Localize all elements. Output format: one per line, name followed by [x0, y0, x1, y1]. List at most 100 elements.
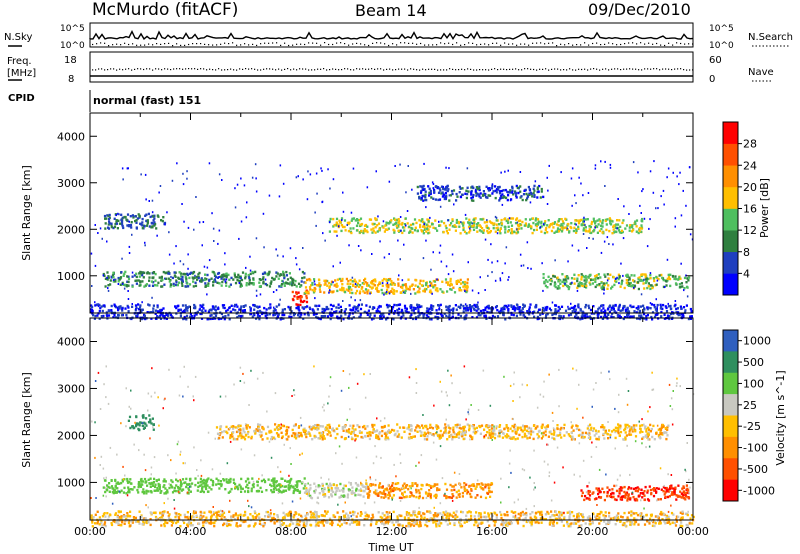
data-cell [397, 282, 400, 285]
data-cell [274, 313, 277, 316]
data-cell [516, 186, 519, 189]
nave-point [566, 69, 568, 71]
nave-point [176, 68, 178, 70]
data-cell [524, 315, 527, 319]
data-cell [281, 308, 284, 311]
data-cell [383, 514, 386, 517]
data-cell [397, 313, 400, 317]
data-cell [586, 315, 589, 319]
data-cell [338, 520, 341, 523]
data-cell [240, 305, 243, 308]
data-cell [126, 280, 129, 283]
data-cell [628, 213, 630, 215]
data-cell [141, 523, 144, 526]
data-cell [449, 280, 452, 283]
data-cell [560, 305, 564, 308]
noise-search-point [692, 43, 694, 45]
noise-search-point [532, 42, 534, 44]
data-cell [537, 308, 541, 311]
data-cell [251, 515, 254, 518]
data-cell [404, 283, 407, 286]
data-cell [234, 309, 237, 312]
data-cell [225, 524, 229, 527]
data-cell [263, 522, 266, 525]
data-cell [206, 293, 208, 296]
data-cell [90, 252, 93, 255]
data-cell [459, 314, 462, 318]
data-cell [634, 220, 637, 223]
data-cell [594, 515, 597, 518]
data-cell [660, 510, 663, 514]
data-cell [363, 279, 366, 282]
data-cell [297, 291, 300, 294]
data-cell [444, 187, 447, 190]
data-cell [120, 222, 123, 225]
data-cell [214, 275, 218, 279]
data-cell [554, 304, 558, 307]
data-cell [510, 224, 514, 227]
nave-point [590, 68, 592, 70]
data-cell [516, 517, 519, 520]
data-cell [175, 245, 177, 248]
data-cell [328, 290, 331, 293]
data-cell [178, 491, 181, 495]
data-cell [549, 515, 552, 519]
data-cell [633, 310, 636, 313]
data-cell [266, 313, 269, 317]
data-cell [195, 514, 198, 517]
data-cell [584, 522, 587, 525]
noise-search-point [316, 42, 318, 44]
data-cell [244, 510, 247, 514]
data-cell [279, 523, 282, 526]
data-cell [289, 276, 292, 279]
data-cell [126, 515, 129, 518]
data-cell [515, 232, 518, 235]
data-cell [619, 520, 622, 523]
data-cell [607, 313, 610, 316]
nave-point [437, 69, 439, 71]
data-cell [644, 281, 647, 285]
noise-search-point [520, 43, 522, 45]
data-cell [452, 189, 456, 192]
data-cell [228, 278, 231, 281]
data-cell [533, 310, 536, 313]
data-cell [207, 310, 210, 313]
data-cell [500, 194, 502, 197]
data-cell [553, 222, 556, 225]
data-cell [288, 510, 291, 514]
data-cell [148, 284, 151, 287]
data-cell [186, 523, 189, 526]
data-cell [531, 231, 534, 235]
data-cell [436, 515, 439, 518]
data-cell [496, 315, 500, 318]
data-cell [501, 306, 504, 310]
data-cell [545, 314, 548, 317]
data-cell [358, 523, 361, 526]
nave-point [656, 68, 658, 70]
data-cell [253, 523, 256, 526]
data-cell [293, 295, 296, 298]
data-cell [493, 315, 496, 319]
data-cell [276, 515, 279, 518]
data-cell [210, 314, 213, 317]
noise-search-point [364, 44, 366, 46]
data-cell [686, 277, 689, 280]
data-cell [628, 226, 631, 229]
data-cell [234, 303, 237, 307]
data-cell [122, 226, 125, 230]
data-cell [150, 317, 153, 320]
data-cell [604, 315, 607, 319]
data-cell [262, 212, 265, 215]
data-cell [160, 313, 163, 316]
data-cell [570, 277, 574, 280]
data-cell [117, 283, 120, 285]
data-cell [582, 519, 585, 522]
data-cell [371, 253, 373, 255]
data-cell [556, 276, 559, 279]
data-cell [144, 241, 146, 244]
data-cell [425, 206, 427, 209]
data-cell [121, 519, 124, 522]
data-cell [603, 240, 606, 243]
data-cell [630, 514, 633, 517]
data-cell [164, 277, 166, 280]
